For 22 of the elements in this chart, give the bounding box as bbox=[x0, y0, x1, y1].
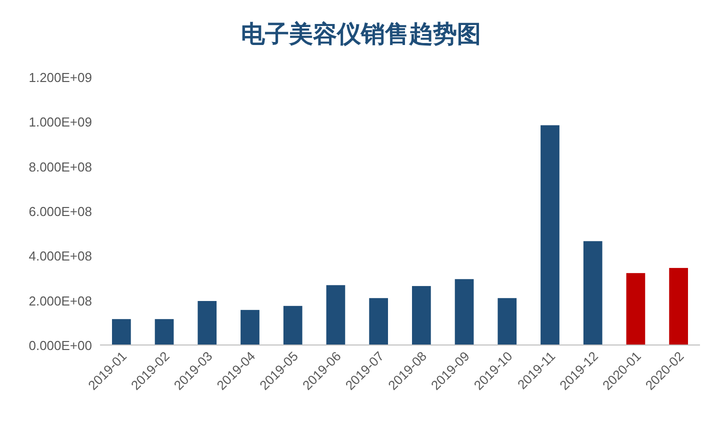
bar bbox=[583, 241, 602, 345]
bar bbox=[283, 306, 302, 345]
chart-title: 电子美容仪销售趋势图 bbox=[241, 20, 481, 48]
y-tick-label: 1.000E+09 bbox=[28, 114, 92, 130]
bar bbox=[498, 298, 517, 345]
bar bbox=[154, 319, 174, 345]
y-tick-label: 0.000E+00 bbox=[28, 338, 92, 353]
y-tick-label: 2.000E+08 bbox=[28, 293, 92, 308]
bar bbox=[369, 298, 388, 345]
bar bbox=[326, 285, 346, 345]
bar bbox=[669, 268, 688, 345]
bar bbox=[412, 286, 431, 345]
bar bbox=[626, 273, 646, 345]
bar bbox=[540, 125, 560, 345]
y-tick-label: 8.000E+08 bbox=[28, 159, 92, 174]
bar bbox=[454, 279, 474, 345]
bar bbox=[240, 310, 260, 345]
bar bbox=[198, 301, 217, 345]
bar bbox=[112, 319, 131, 345]
y-tick-label: 1.200E+09 bbox=[28, 70, 92, 85]
y-tick-label: 6.000E+08 bbox=[28, 204, 92, 219]
y-tick-label: 4.000E+08 bbox=[28, 248, 92, 264]
